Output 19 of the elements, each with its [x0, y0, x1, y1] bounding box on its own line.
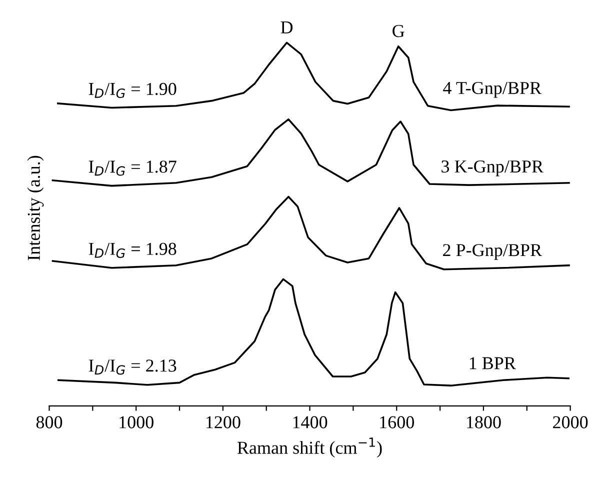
x-tick-label: 800	[36, 416, 62, 428]
series-label: 3 K-Gnp/BPR	[442, 160, 544, 176]
x-tick-label: 1000	[120, 416, 154, 428]
text: G	[392, 24, 404, 38]
x-axis-title: Raman shift (cm$^{−1}$)	[237, 438, 382, 458]
series-label: 1 BPR	[470, 357, 516, 370]
annotation: I$_{D}$/I$_{G}$ = 1.87	[88, 160, 176, 176]
series-label: 2 P-Gnp/BPR	[443, 244, 542, 260]
annotation: I$_{D}$/I$_{G}$ = 2.13	[88, 360, 176, 375]
x-tick-label: 1600	[380, 416, 414, 428]
series-label: 4 T-Gnp/BPR	[443, 82, 542, 98]
text: D	[280, 21, 293, 34]
annotation: I$_{D}$/I$_{G}$ = 1.90	[88, 82, 176, 98]
x-tick-label: 1400	[293, 416, 328, 428]
annotation: I$_{D}$/I$_{G}$ = 1.98	[88, 242, 176, 258]
x-tick-label: 2000	[553, 416, 588, 428]
x-tick-label: 1800	[466, 416, 501, 428]
y-axis-title: Intensity (a.u.)	[27, 156, 44, 260]
x-tick-label: 1200	[206, 416, 240, 428]
